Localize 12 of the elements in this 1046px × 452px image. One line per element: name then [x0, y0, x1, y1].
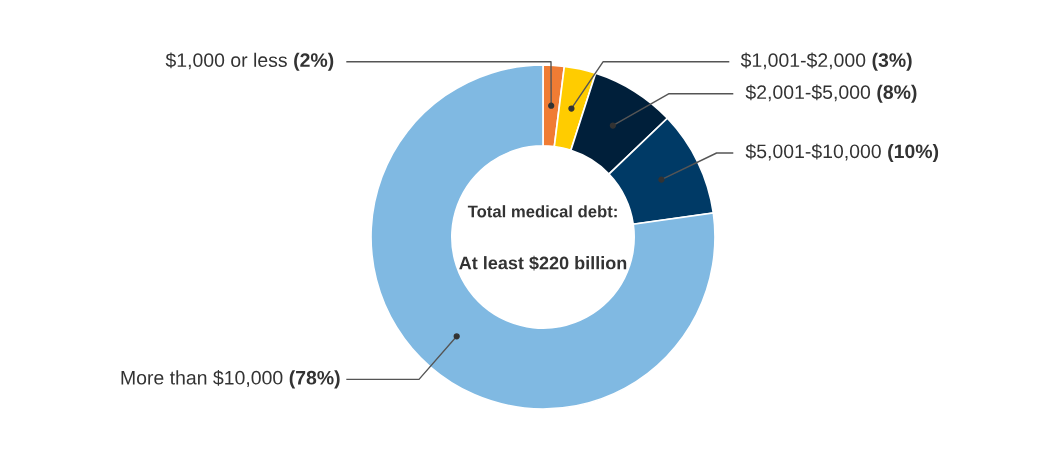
slice-label: $2,001-$5,000: [745, 84, 871, 102]
data-label: (2%): [294, 52, 334, 71]
text: At least $220 billion: [459, 255, 627, 271]
data-label: (78%): [289, 370, 340, 389]
text: Total medical debt:: [467, 205, 617, 218]
data-label: (10%): [888, 143, 939, 163]
data-label: (3%): [872, 52, 912, 71]
slice-label: More than $10,000: [121, 370, 283, 387]
slice-label: $1,001-$2,000: [740, 52, 866, 70]
slice-label: $5,001-$10,000: [745, 143, 881, 161]
data-label: (8%): [877, 84, 917, 103]
slice-label: $1,000 or less: [165, 52, 287, 70]
